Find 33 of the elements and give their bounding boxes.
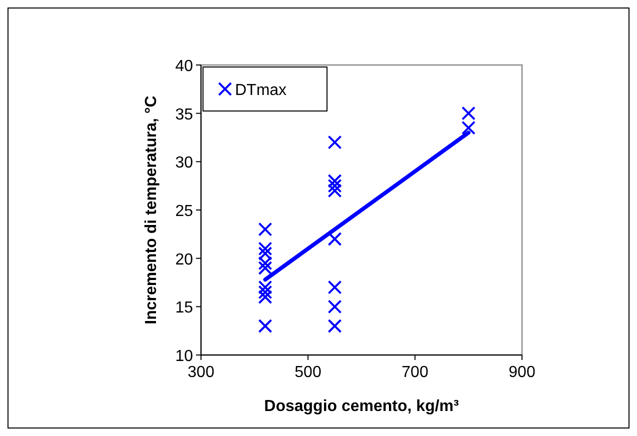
point [462,106,476,120]
point [258,290,272,304]
point [462,120,476,135]
y-tick-label: 10 [175,348,194,365]
point [258,285,272,300]
point [258,256,272,270]
y-tick-label: 30 [175,154,194,172]
point [258,280,272,294]
x-tick-label: 900 [508,364,536,381]
point [328,280,342,294]
x-tick-label: 500 [294,364,322,381]
point [328,319,342,333]
point [328,174,342,188]
point [328,232,342,246]
point [258,246,272,260]
point [328,184,342,198]
x-tick-label: 300 [188,364,214,381]
y-tick-label: 35 [175,106,194,124]
point [328,300,342,314]
y-tick-label: 20 [175,251,194,268]
point [328,178,342,193]
point [258,261,272,275]
legend-label: DTmax [235,82,287,99]
x-axis-title: Dosaggio cemento, kg/m³ [264,398,459,415]
x-tick-label: 700 [402,364,428,381]
point [258,242,272,256]
point [328,135,342,150]
y-tick-label: 40 [175,58,194,75]
point [258,222,272,236]
point [258,319,272,333]
y-tick-label: 15 [175,300,194,317]
y-axis-title: Incremento di temperatura, °C [143,95,160,324]
y-tick-label: 25 [175,203,194,220]
